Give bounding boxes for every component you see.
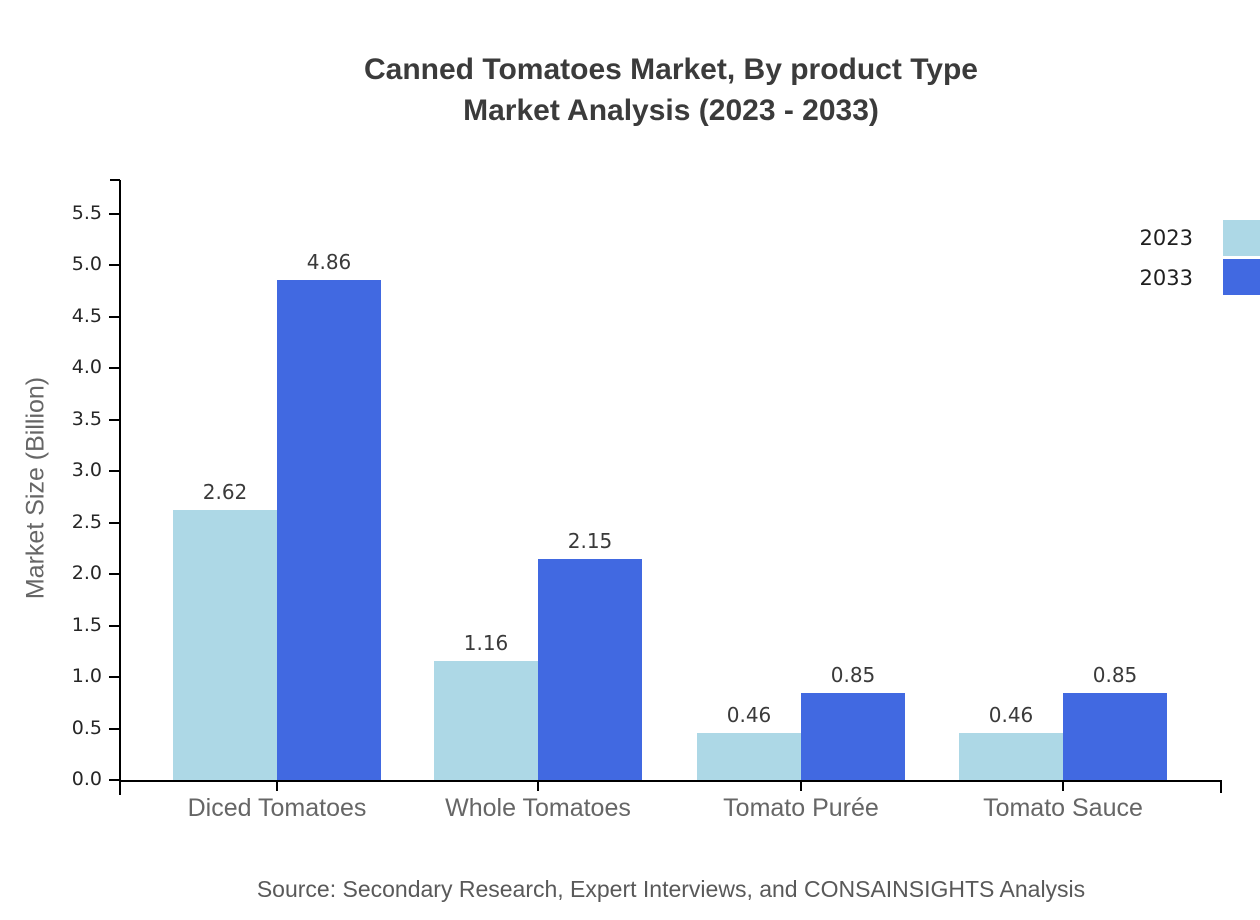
chart-title-line2: Market Analysis (2023 - 2033) [463, 94, 879, 127]
y-tick [109, 315, 120, 318]
y-axis-top-cap [110, 179, 120, 181]
y-tick-label: 5.5 [71, 202, 102, 224]
y-tick [109, 264, 120, 267]
y-tick-label: 0.5 [71, 716, 102, 739]
y-tick-label: 0.0 [71, 768, 102, 790]
bar-2033 [801, 693, 905, 780]
y-tick [109, 213, 120, 215]
y-axis-spine [119, 180, 121, 795]
y-tick-label: 4.5 [71, 304, 102, 327]
y-tick [109, 779, 120, 781]
legend-label-2033: 2033 [1139, 266, 1193, 290]
y-tick [109, 470, 120, 473]
x-tick [1062, 780, 1064, 791]
bar-2023 [959, 733, 1063, 780]
chart-title-line1: Canned Tomatoes Market, By product Type [364, 53, 978, 86]
y-tick-label: 3.5 [71, 407, 102, 430]
source-note: Source: Secondary Research, Expert Inter… [256, 876, 1086, 902]
bar-value-label: 2.15 [567, 529, 613, 553]
y-tick [109, 727, 120, 730]
y-tick-label: 1.5 [71, 613, 102, 636]
bar-value-label: 0.85 [830, 663, 876, 687]
y-tick [109, 573, 120, 576]
bar-2033 [277, 280, 381, 780]
bar-value-label: 2.62 [202, 480, 248, 504]
bar-value-label: 0.85 [1092, 663, 1138, 687]
x-tick [537, 780, 539, 791]
category-label: Whole Tomatoes [445, 794, 631, 822]
y-tick-label: 2.5 [71, 510, 102, 533]
legend-label-2023: 2023 [1139, 226, 1193, 250]
y-tick [109, 676, 120, 679]
bar-value-label: 1.16 [463, 631, 509, 655]
legend-swatch-2023 [1223, 220, 1260, 256]
x-axis-end-cap [1220, 780, 1222, 793]
bar-2023 [697, 733, 801, 780]
legend-swatch-2033 [1223, 259, 1260, 295]
x-tick [276, 780, 278, 791]
y-tick [109, 521, 120, 524]
y-tick-label: 2.0 [71, 562, 102, 585]
category-label: Diced Tomatoes [187, 794, 367, 822]
category-label: Tomato Sauce [983, 794, 1143, 822]
y-tick-label: 5.0 [71, 253, 102, 276]
y-tick-label: 4.0 [71, 356, 102, 379]
x-axis-spine [119, 780, 1222, 782]
y-tick-label: 1.0 [71, 665, 102, 688]
bar-value-label: 4.86 [306, 250, 352, 274]
bar-2023 [173, 510, 277, 780]
bar-value-label: 0.46 [988, 703, 1034, 727]
y-tick [109, 624, 120, 627]
bar-2033 [538, 559, 642, 780]
bar-2023 [434, 661, 538, 780]
y-tick [109, 367, 120, 370]
chart-title: Canned Tomatoes Market, By product Type … [82, 49, 1260, 131]
bar-2033 [1063, 693, 1167, 780]
x-tick [800, 780, 802, 791]
y-tick-label: 3.0 [71, 459, 102, 482]
category-label: Tomato Purée [723, 794, 879, 822]
y-tick [109, 418, 120, 421]
bar-value-label: 0.46 [726, 703, 772, 727]
